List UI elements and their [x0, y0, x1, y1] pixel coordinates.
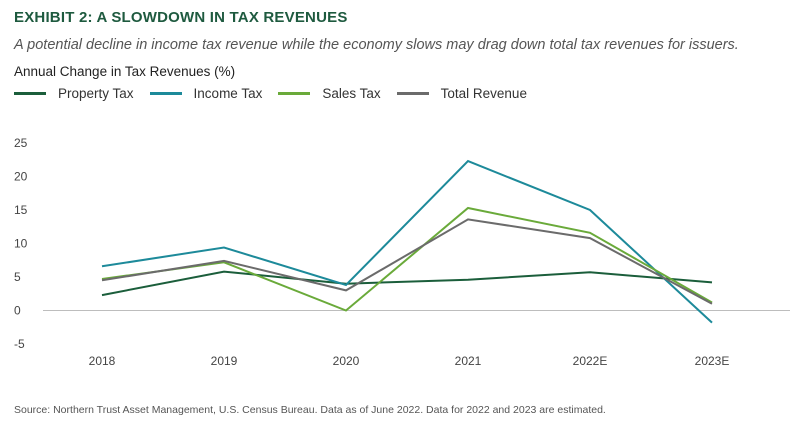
- chart-legend: Property Tax Income Tax Sales Tax Total …: [14, 86, 543, 101]
- legend-swatch: [14, 92, 46, 95]
- series-line-income-tax: [101, 159, 713, 324]
- measure-label: Annual Change in Tax Revenues (%): [14, 64, 236, 79]
- exhibit-title: EXHIBIT 2: A SLOWDOWN IN TAX REVENUES: [14, 9, 348, 26]
- y-tick-label: 20: [14, 170, 28, 184]
- legend-label: Total Revenue: [440, 86, 527, 101]
- y-tick-label: 10: [14, 237, 28, 251]
- y-tick-label: 15: [14, 203, 28, 217]
- legend-label: Income Tax: [193, 86, 263, 101]
- x-tick-label: 2021: [455, 354, 482, 368]
- x-tick-label: 2020: [333, 354, 360, 368]
- legend-item-total-revenue: Total Revenue: [396, 86, 527, 101]
- y-tick-label: 5: [14, 270, 21, 284]
- legend-swatch: [149, 92, 182, 95]
- legend-item-sales-tax: Sales Tax: [278, 86, 381, 101]
- legend-item-property-tax: Property Tax: [14, 86, 134, 101]
- y-tick-label: 25: [14, 136, 28, 150]
- x-tick-label: 2019: [211, 354, 238, 368]
- x-tick-label: 2022E: [573, 354, 608, 368]
- legend-swatch: [396, 92, 429, 95]
- chart-area: 25 20 15 10 5 0 -5 2018 2019 2020 2021 2022E 2023E: [0, 125, 800, 375]
- chart-subtitle: A potential decline in income tax revenu…: [14, 37, 739, 53]
- legend-swatch: [278, 92, 311, 95]
- line-chart: 25 20 15 10 5 0 -5 2018 2019 2020 2021 2022E 2023E: [14, 136, 790, 368]
- series-line-property-tax: [101, 270, 713, 297]
- source-note: Source: Northern Trust Asset Management,…: [14, 404, 606, 416]
- series-line-total-revenue: [101, 218, 713, 305]
- legend-label: Property Tax: [58, 86, 134, 101]
- x-tick-label: 2023E: [695, 354, 730, 368]
- legend-item-income-tax: Income Tax: [149, 86, 263, 101]
- legend-label: Sales Tax: [322, 86, 381, 101]
- y-tick-label: -5: [14, 337, 25, 351]
- x-tick-label: 2018: [89, 354, 116, 368]
- y-tick-label: 0: [14, 304, 21, 318]
